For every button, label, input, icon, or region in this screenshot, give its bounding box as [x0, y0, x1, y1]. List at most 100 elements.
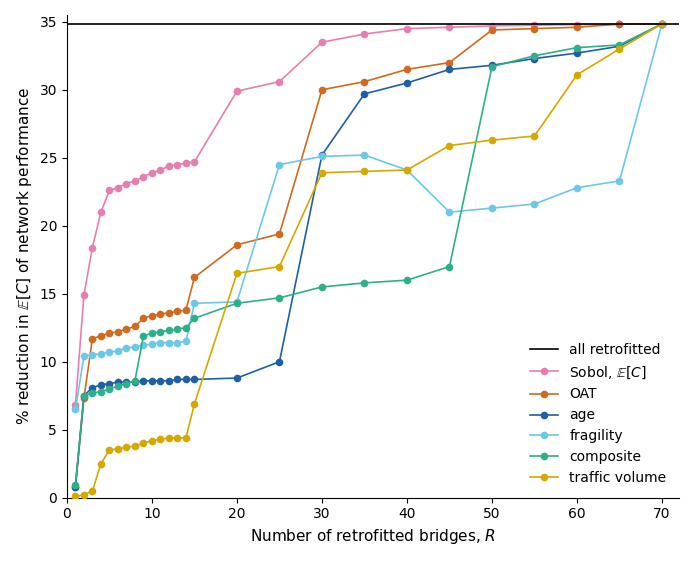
age — [105, 380, 114, 387]
age — [88, 384, 96, 391]
traffic volume — [360, 168, 369, 174]
traffic volume — [318, 169, 326, 176]
age — [446, 66, 454, 73]
age — [573, 50, 581, 57]
age — [488, 62, 496, 68]
OAT — [360, 79, 369, 85]
composite — [276, 295, 284, 301]
traffic volume — [164, 435, 173, 442]
fragility — [616, 177, 624, 184]
traffic volume — [174, 435, 182, 442]
Sobol, $\mathbb{E}[C]$ — [164, 163, 173, 169]
OAT — [130, 323, 139, 330]
composite — [71, 482, 80, 489]
composite — [105, 385, 114, 392]
Sobol, $\mathbb{E}[C]$ — [232, 88, 241, 94]
fragility — [71, 406, 80, 413]
Sobol, $\mathbb{E}[C]$ — [130, 177, 139, 184]
traffic volume — [573, 71, 581, 78]
fragility — [488, 205, 496, 211]
traffic volume — [88, 488, 96, 494]
composite — [403, 277, 411, 283]
Sobol, $\mathbb{E}[C]$ — [182, 160, 190, 167]
fragility — [658, 20, 666, 27]
fragility — [114, 347, 122, 354]
OAT — [139, 315, 148, 321]
age — [658, 20, 666, 27]
traffic volume — [96, 461, 105, 467]
composite — [488, 63, 496, 70]
Sobol, $\mathbb{E}[C]$ — [148, 169, 156, 176]
composite — [164, 327, 173, 334]
age — [174, 376, 182, 383]
Sobol, $\mathbb{E}[C]$ — [88, 244, 96, 251]
fragility — [105, 349, 114, 356]
age — [182, 376, 190, 383]
fragility — [530, 201, 539, 208]
composite — [616, 42, 624, 48]
OAT — [156, 311, 164, 318]
Y-axis label: % reduction in $\mathbb{E}[C]$ of network performance: % reduction in $\mathbb{E}[C]$ of networ… — [15, 88, 34, 425]
OAT — [96, 333, 105, 339]
composite — [658, 20, 666, 27]
Sobol, $\mathbb{E}[C]$ — [488, 22, 496, 29]
composite — [130, 378, 139, 384]
Line: traffic volume: traffic volume — [71, 20, 666, 500]
traffic volume — [530, 132, 539, 139]
composite — [96, 388, 105, 395]
composite — [530, 52, 539, 59]
fragility — [318, 153, 326, 160]
age — [71, 484, 80, 490]
composite — [446, 263, 454, 270]
fragility — [148, 341, 156, 347]
fragility — [403, 167, 411, 173]
fragility — [164, 339, 173, 346]
age — [318, 151, 326, 158]
OAT — [71, 484, 80, 490]
OAT — [276, 231, 284, 237]
fragility — [174, 339, 182, 346]
OAT — [182, 307, 190, 314]
Sobol, $\mathbb{E}[C]$ — [573, 21, 581, 28]
OAT — [122, 326, 130, 333]
age — [276, 358, 284, 365]
age — [122, 379, 130, 385]
OAT — [114, 328, 122, 335]
composite — [80, 392, 88, 399]
Sobol, $\mathbb{E}[C]$ — [122, 180, 130, 187]
fragility — [80, 353, 88, 360]
Sobol, $\mathbb{E}[C]$ — [139, 173, 148, 180]
age — [80, 392, 88, 399]
OAT — [573, 24, 581, 31]
traffic volume — [114, 445, 122, 452]
composite — [318, 284, 326, 291]
fragility — [182, 338, 190, 344]
Sobol, $\mathbb{E}[C]$ — [80, 292, 88, 298]
age — [148, 378, 156, 384]
traffic volume — [105, 447, 114, 453]
fragility — [360, 151, 369, 158]
traffic volume — [616, 45, 624, 52]
composite — [148, 330, 156, 337]
traffic volume — [488, 137, 496, 144]
fragility — [573, 185, 581, 191]
OAT — [190, 274, 198, 281]
traffic volume — [190, 401, 198, 407]
age — [616, 43, 624, 49]
Sobol, $\mathbb{E}[C]$ — [276, 79, 284, 85]
OAT — [488, 26, 496, 33]
OAT — [105, 330, 114, 337]
OAT — [446, 59, 454, 66]
age — [190, 376, 198, 383]
traffic volume — [182, 435, 190, 442]
OAT — [148, 312, 156, 319]
OAT — [88, 335, 96, 342]
composite — [360, 279, 369, 286]
Line: OAT: OAT — [71, 20, 666, 491]
age — [96, 381, 105, 388]
Sobol, $\mathbb{E}[C]$ — [190, 159, 198, 165]
Sobol, $\mathbb{E}[C]$ — [530, 22, 539, 29]
OAT — [658, 20, 666, 27]
traffic volume — [80, 491, 88, 498]
Sobol, $\mathbb{E}[C]$ — [105, 187, 114, 194]
